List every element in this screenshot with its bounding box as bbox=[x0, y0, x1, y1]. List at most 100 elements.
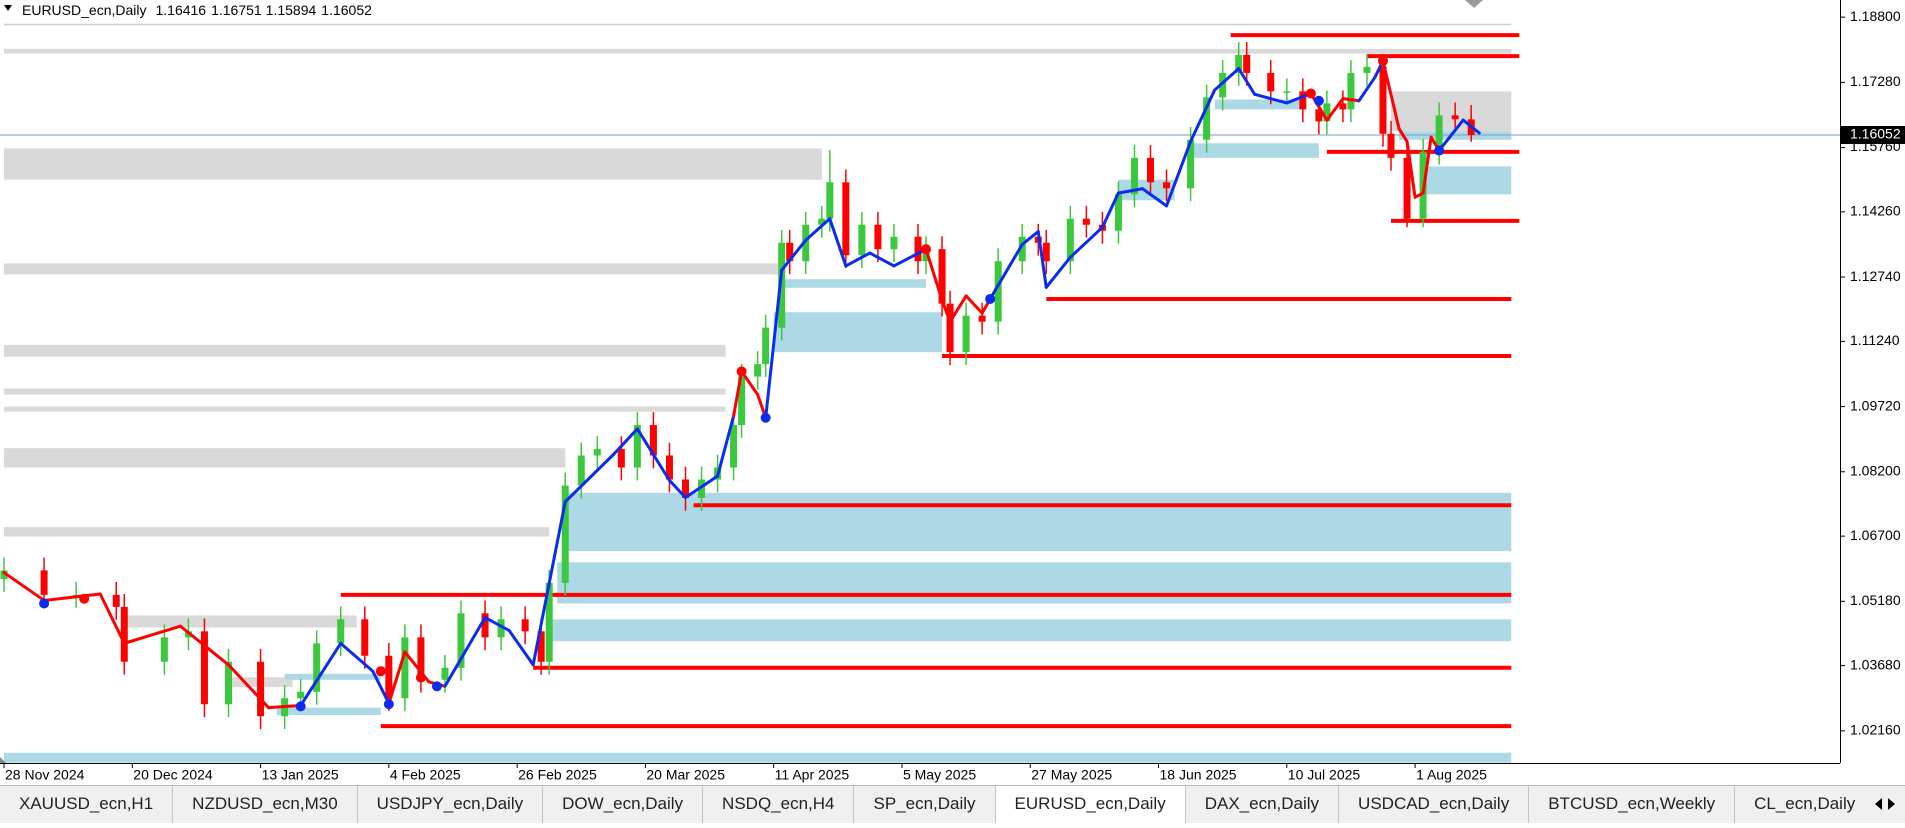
chart-tab[interactable]: DOW_ecn,Daily bbox=[543, 786, 704, 823]
chart-tab[interactable]: EURUSD_ecn,Daily bbox=[995, 786, 1186, 823]
candle-body bbox=[1299, 91, 1307, 110]
trend-segment bbox=[1341, 97, 1361, 103]
header-low: 1.15894 bbox=[266, 2, 317, 18]
trend-segment bbox=[1020, 230, 1040, 246]
candle-body bbox=[401, 637, 409, 699]
candle-body bbox=[665, 455, 673, 480]
signal-dot bbox=[1305, 88, 1316, 99]
trend-segment bbox=[1100, 191, 1120, 229]
candle-body bbox=[994, 261, 1002, 322]
candle-body bbox=[802, 224, 810, 262]
candle-body bbox=[160, 637, 168, 662]
current-price-box bbox=[1841, 126, 1905, 145]
scroll-right[interactable] bbox=[1888, 798, 1895, 810]
zone bbox=[4, 527, 550, 537]
chart-tab[interactable]: CL_ecn,Daily bbox=[1735, 786, 1876, 823]
trend-segment bbox=[1421, 135, 1433, 195]
candle-body bbox=[1235, 54, 1243, 73]
signal-dot bbox=[79, 593, 90, 604]
trend-segment bbox=[964, 294, 984, 315]
zone bbox=[4, 388, 726, 395]
plot-layer bbox=[0, 23, 1840, 763]
chart-tab[interactable]: USDJPY_ecn,Daily bbox=[358, 786, 544, 823]
signal-dot bbox=[375, 666, 386, 677]
candle-body bbox=[1130, 157, 1138, 195]
candle-body bbox=[257, 661, 265, 717]
candle-body bbox=[914, 236, 922, 262]
trend-segment bbox=[226, 663, 271, 710]
trend-segment bbox=[716, 414, 736, 478]
zone bbox=[4, 344, 726, 357]
zone bbox=[549, 619, 1512, 642]
corner-marker bbox=[0, 757, 6, 763]
candle-body bbox=[1387, 133, 1395, 158]
trend-segment bbox=[122, 624, 182, 645]
candle-body bbox=[1267, 72, 1275, 92]
trend-segment bbox=[1413, 191, 1425, 199]
trend-segment bbox=[1140, 187, 1169, 208]
tab-bar: XAUUSD_ecn,H1 NZDUSD_ecn,M30 USDJPY_ecn,Da… bbox=[0, 785, 1905, 823]
trend-segment bbox=[2, 571, 46, 602]
trend-segment bbox=[387, 650, 407, 705]
chart-tab[interactable]: NSDQ_ecn,H4 bbox=[703, 786, 855, 823]
candle-body bbox=[337, 619, 345, 644]
candle-body bbox=[297, 691, 305, 699]
candle-body bbox=[545, 582, 553, 662]
chart-tab[interactable]: NZDUSD_ecn,M30 bbox=[173, 786, 358, 823]
plot-area bbox=[0, 0, 1840, 763]
trend-segment bbox=[178, 624, 230, 667]
x-tick-label: 27 May 2025 bbox=[1031, 767, 1112, 783]
candle-body bbox=[1379, 66, 1387, 134]
trend-segment bbox=[267, 704, 303, 710]
trend-segment bbox=[635, 427, 671, 482]
trend-segment bbox=[371, 669, 391, 705]
menu-triangle[interactable] bbox=[4, 5, 12, 11]
tab-scroll bbox=[1865, 786, 1905, 823]
x-tick-label: 13 Jan 2025 bbox=[262, 767, 339, 783]
trend-segment bbox=[828, 217, 848, 268]
trend-segment bbox=[1165, 140, 1193, 208]
signal-dot bbox=[431, 681, 442, 692]
candle-body bbox=[417, 637, 425, 680]
trend-segment bbox=[764, 268, 784, 420]
candle-body bbox=[1082, 218, 1090, 225]
candle-body bbox=[1347, 72, 1355, 110]
y-tick-label: 1.03680 bbox=[1850, 656, 1901, 672]
candle-body bbox=[1018, 236, 1026, 262]
candle-body bbox=[1323, 103, 1331, 122]
chart-tab[interactable]: DAX_ecn,Daily bbox=[1186, 786, 1340, 823]
signal-dot bbox=[295, 701, 306, 712]
zone bbox=[1214, 99, 1303, 110]
chart-tab[interactable]: USDCAD_ecn,Daily bbox=[1339, 786, 1530, 823]
scroll-left[interactable] bbox=[1875, 798, 1882, 810]
candle-body bbox=[1403, 157, 1411, 219]
trend-segment bbox=[844, 251, 872, 268]
zone bbox=[4, 148, 822, 180]
candle-body bbox=[754, 364, 762, 377]
x-tick-label: 26 Feb 2025 bbox=[518, 767, 597, 783]
zone bbox=[4, 406, 726, 412]
candle-body bbox=[537, 631, 545, 662]
chart-tab[interactable]: SP_ecn,Daily bbox=[854, 786, 996, 823]
candle-body bbox=[962, 315, 970, 353]
candle-body bbox=[1187, 139, 1195, 189]
candle-body bbox=[313, 643, 321, 692]
trend-segment bbox=[732, 369, 744, 418]
candle-body bbox=[1283, 91, 1291, 93]
x-tick-label: 20 Mar 2025 bbox=[646, 767, 725, 783]
trend-segment bbox=[780, 238, 808, 272]
candle-body bbox=[497, 619, 505, 638]
y-tick-label: 1.17280 bbox=[1850, 73, 1901, 89]
chart-tab[interactable]: BTCUSD_ecn,Weekly bbox=[1529, 786, 1736, 823]
trend-segment bbox=[1116, 187, 1144, 195]
candle-body bbox=[762, 327, 770, 365]
shift-marker[interactable] bbox=[1465, 0, 1483, 8]
candle-body bbox=[1451, 115, 1459, 120]
symbol: EURUSD_ecn,Daily bbox=[22, 2, 146, 18]
y-tick-label: 1.12740 bbox=[1850, 268, 1901, 284]
chart-tab[interactable]: XAUUSD_ecn,H1 bbox=[0, 786, 174, 823]
candle-body bbox=[385, 655, 393, 699]
trend-segment bbox=[892, 247, 928, 268]
candle-body bbox=[521, 619, 529, 632]
